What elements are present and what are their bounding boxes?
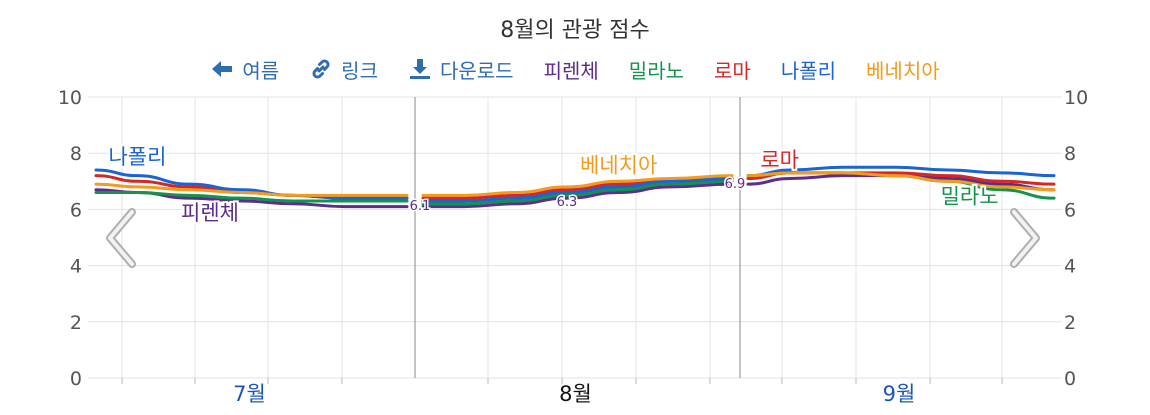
y-tick-label-left: 6 bbox=[70, 199, 82, 221]
series-line-0 bbox=[94, 168, 409, 200]
boundary-value-label: 6.3 bbox=[557, 195, 578, 210]
series-inline-label: 나폴리 bbox=[108, 145, 166, 169]
download-button[interactable]: 다운로드 bbox=[408, 55, 514, 84]
link-label: 링크 bbox=[341, 58, 378, 83]
download-icon bbox=[409, 59, 430, 79]
legend-venice[interactable]: 베네치아 bbox=[866, 58, 940, 83]
series-inline-label: 로마 bbox=[760, 148, 799, 172]
series-line-1 bbox=[421, 176, 734, 203]
prev-month-arrow[interactable] bbox=[102, 206, 142, 270]
download-label: 다운로드 bbox=[439, 58, 514, 83]
next-month-arrow[interactable] bbox=[1004, 206, 1044, 270]
y-tick-label-right: 10 bbox=[1064, 87, 1088, 109]
chart-toolbar: 여름 링크 다운로드 피렌체 밀라노 로마 나폴리 베네치아 bbox=[0, 54, 1150, 84]
series-line-1 bbox=[421, 174, 734, 197]
y-tick-label-right: 8 bbox=[1064, 143, 1076, 165]
arrow-left-icon bbox=[212, 61, 233, 77]
series-line-2 bbox=[746, 171, 1056, 192]
summer-label: 여름 bbox=[242, 58, 280, 83]
x-month-label: 7월 bbox=[233, 382, 266, 406]
y-tick-label-right: 6 bbox=[1064, 199, 1076, 221]
y-tick-label-left: 2 bbox=[70, 312, 82, 334]
chart-title: 8월의 관광 점수 bbox=[500, 18, 650, 43]
link-icon bbox=[312, 59, 330, 79]
legend-milan[interactable]: 밀라노 bbox=[628, 58, 684, 83]
y-tick-label-right: 2 bbox=[1064, 312, 1076, 334]
legend-naples[interactable]: 나폴리 bbox=[780, 58, 837, 83]
y-tick-label-right: 0 bbox=[1064, 368, 1076, 390]
series-line-2 bbox=[746, 165, 1056, 178]
y-tick-label-left: 0 bbox=[70, 368, 82, 390]
y-tick-label-right: 4 bbox=[1064, 256, 1076, 278]
x-month-label: 9월 bbox=[883, 382, 916, 406]
legend-florence[interactable]: 피렌체 bbox=[543, 58, 599, 83]
x-month-label: 8월 bbox=[559, 382, 592, 406]
boundary-value-label: 6.1 bbox=[410, 199, 431, 214]
y-tick-label-left: 4 bbox=[70, 256, 82, 278]
series-line-0 bbox=[94, 191, 409, 203]
link-button[interactable]: 링크 bbox=[309, 55, 378, 84]
legend-rome[interactable]: 로마 bbox=[714, 58, 751, 83]
boundary-value-label: 6.9 bbox=[725, 177, 746, 192]
series-line-1 bbox=[421, 182, 734, 209]
series-line-1 bbox=[421, 179, 734, 206]
series-line-0 bbox=[94, 182, 409, 197]
y-tick-label-left: 10 bbox=[58, 87, 82, 109]
summer-button[interactable]: 여름 bbox=[210, 55, 279, 84]
series-inline-label: 베네치아 bbox=[580, 153, 657, 177]
series-inline-label: 피렌체 bbox=[181, 201, 239, 225]
y-tick-label-left: 8 bbox=[70, 143, 82, 165]
series-inline-label: 밀라노 bbox=[941, 184, 999, 208]
